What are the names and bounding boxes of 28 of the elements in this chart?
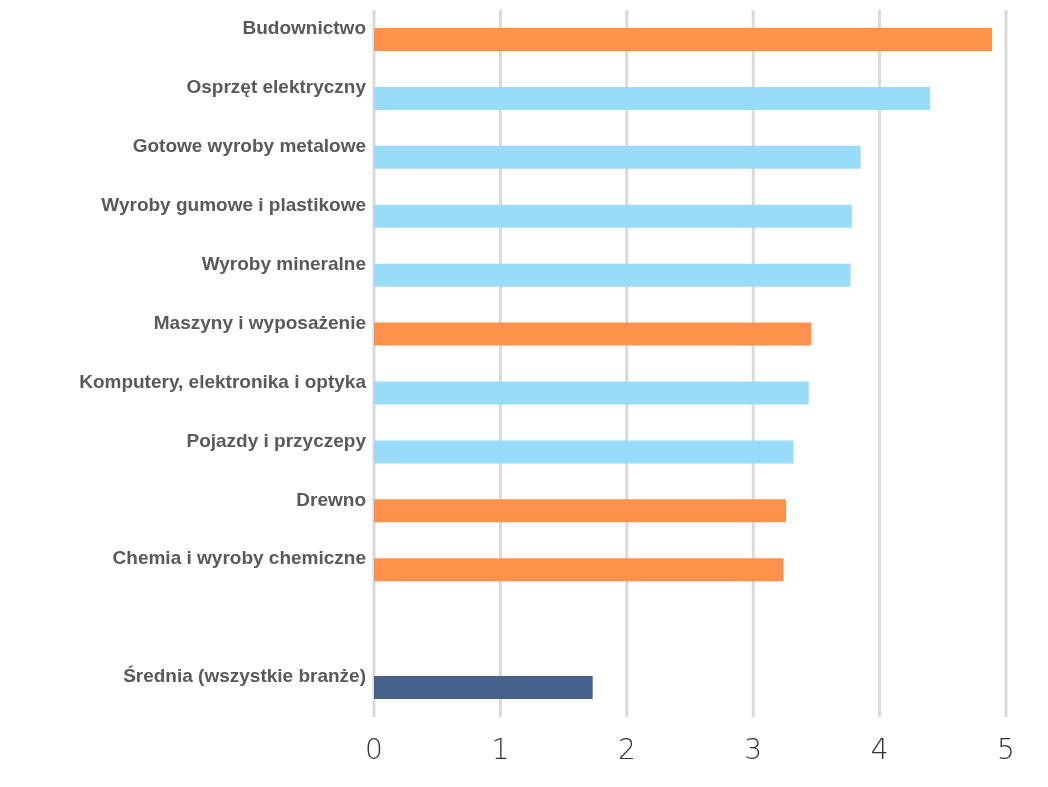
- y-tick-label: Maszyny i wyposażenie: [153, 311, 366, 333]
- x-tick-label: 2: [617, 732, 636, 766]
- x-tick-label: 0: [365, 732, 383, 766]
- y-tick-label: Średnia (wszystkie branże): [123, 665, 366, 687]
- bar: [374, 86, 931, 110]
- x-tick-label: 4: [870, 732, 889, 766]
- bar: [374, 440, 794, 464]
- x-tick-label: 5: [997, 732, 1015, 766]
- bar: [374, 28, 993, 51]
- y-tick-label: Wyroby gumowe i plastikowe: [101, 193, 366, 215]
- y-tick-label: Pojazdy i przyczepy: [186, 429, 367, 451]
- y-tick-label: Budownictwo: [242, 17, 366, 39]
- bar: [374, 145, 861, 169]
- bar: [374, 263, 851, 287]
- bar: [374, 322, 812, 346]
- y-tick-label: Komputery, elektronika i optyka: [79, 370, 367, 392]
- x-tick-label: 3: [744, 732, 763, 766]
- y-tick-label: Chemia i wyroby chemiczne: [112, 547, 366, 569]
- y-tick-label: Wyroby mineralne: [201, 252, 366, 274]
- bar: [374, 558, 784, 582]
- x-tick-label: 1: [491, 732, 510, 766]
- bar: [374, 499, 787, 523]
- bar: [374, 204, 852, 228]
- bar: [374, 381, 809, 405]
- y-tick-label: Gotowe wyroby metalowe: [132, 135, 366, 157]
- y-tick-label: Osprzęt elektryczny: [186, 76, 367, 98]
- bar: [374, 676, 593, 700]
- y-tick-label: Drewno: [296, 488, 366, 510]
